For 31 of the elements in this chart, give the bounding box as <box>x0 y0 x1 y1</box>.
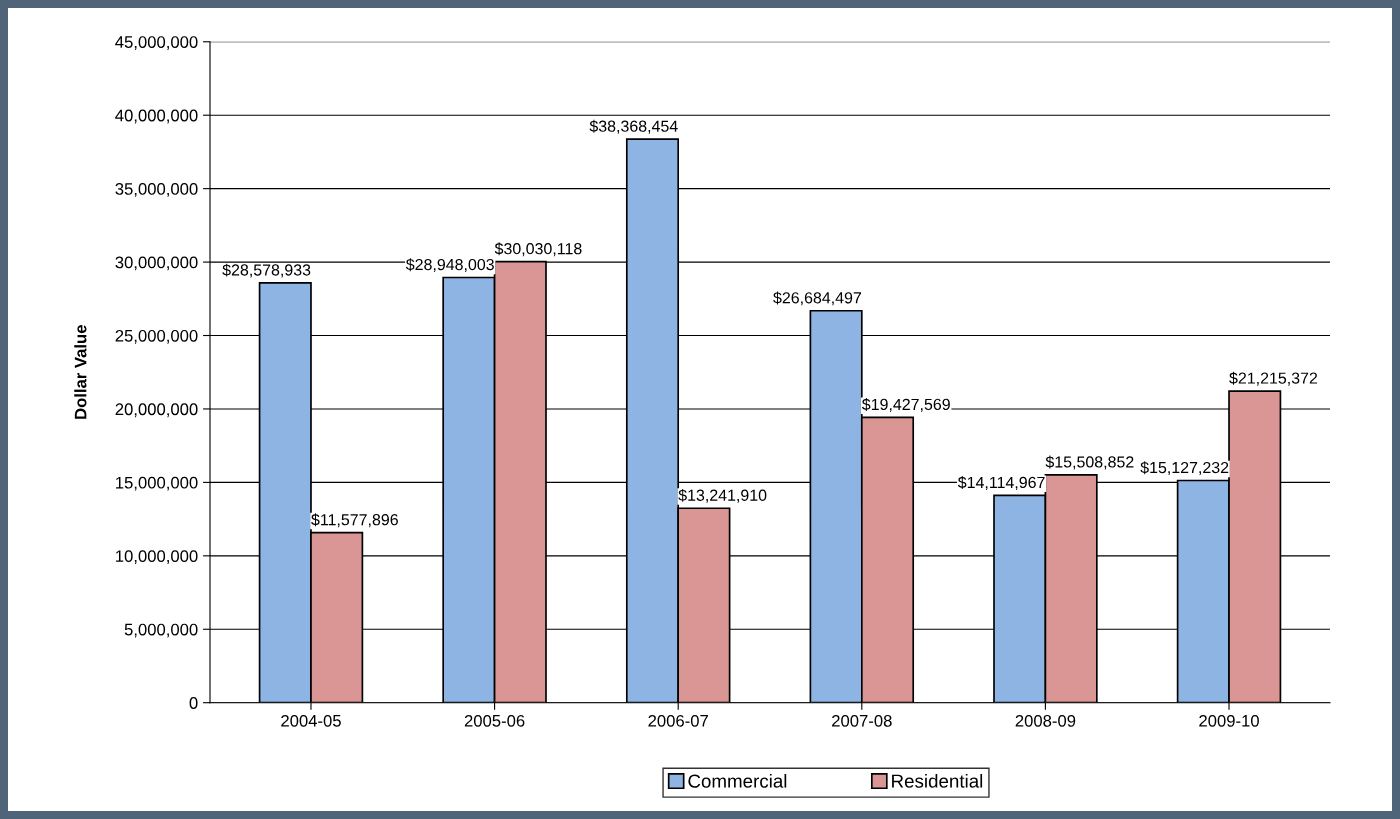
y-tick-label: 5,000,000 <box>124 623 198 638</box>
x-tick-label: 2004-05 <box>281 714 341 727</box>
x-tick-label: 2007-08 <box>832 714 892 727</box>
data-label: $14,114,967 <box>957 476 1045 490</box>
legend-label: Commercial <box>688 773 787 788</box>
data-label: $28,948,003 <box>405 258 494 273</box>
y-tick-label: 20,000,000 <box>115 403 198 418</box>
data-label: $26,684,497 <box>773 291 862 306</box>
legend-label: Residential <box>892 773 983 788</box>
x-tick-label: 2008-09 <box>1015 714 1076 727</box>
y-tick-label: 25,000,000 <box>115 329 198 344</box>
y-tick-label: 10,000,000 <box>116 550 198 564</box>
x-tick-label: 2006-07 <box>648 714 708 727</box>
x-tick-label: 2009-10 <box>1199 714 1259 727</box>
data-label: $11,577,896 <box>311 513 398 528</box>
data-label: $13,241,910 <box>678 488 767 503</box>
data-label: $38,368,454 <box>589 119 678 134</box>
y-tick-label: 0 <box>189 697 198 709</box>
y-tick-label: 35,000,000 <box>115 183 198 197</box>
data-label: $15,508,852 <box>1045 455 1134 470</box>
y-tick-label: 30,000,000 <box>115 256 198 271</box>
y-axis-title: Dollar Value <box>74 325 87 419</box>
y-tick-label: 40,000,000 <box>115 109 198 124</box>
data-label: $21,215,372 <box>1229 371 1318 386</box>
data-label: $15,127,232 <box>1140 461 1229 476</box>
data-label: $19,427,569 <box>861 398 950 412</box>
data-label: $28,578,933 <box>222 263 311 278</box>
data-label: $30,030,118 <box>494 242 582 257</box>
x-tick-label: 2005-06 <box>464 714 525 727</box>
y-tick-label: 15,000,000 <box>116 476 198 491</box>
y-tick-label: 45,000,000 <box>115 36 198 50</box>
